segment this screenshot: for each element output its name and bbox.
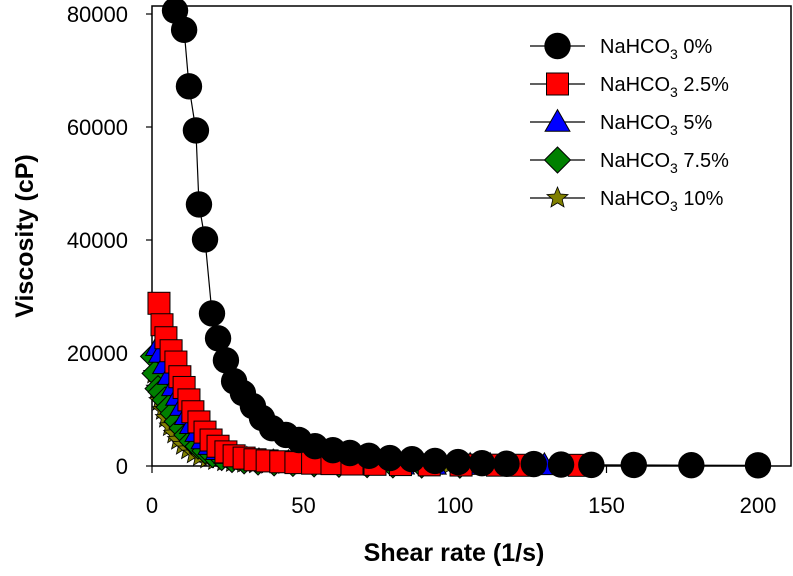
data-point xyxy=(547,451,575,478)
legend-marker-square-icon xyxy=(546,72,569,96)
legend-item-nahco3-10-: NaHCO3 10% xyxy=(530,185,724,214)
data-point xyxy=(170,16,198,44)
data-point xyxy=(678,451,705,479)
legend-item-nahco3-5-: NaHCO3 5% xyxy=(530,108,712,138)
y-tick-label: 80000 xyxy=(67,2,128,27)
legend: NaHCO3 0% NaHCO3 2.5% NaHCO3 5% NaHCO3 7.5%… xyxy=(530,32,729,214)
x-tick-label: 200 xyxy=(740,493,777,518)
legend-label: NaHCO3 10% xyxy=(600,188,724,214)
x-tick-label: 50 xyxy=(291,493,315,518)
data-point xyxy=(185,191,213,218)
data-point xyxy=(191,226,219,253)
series-nahco3-0- xyxy=(161,0,772,479)
x-axis-ticks: 0 50 100 150 200 xyxy=(146,466,776,518)
data-point xyxy=(204,325,232,352)
legend-label: NaHCO3 0% xyxy=(600,36,712,62)
data-point xyxy=(355,442,383,470)
legend-label: NaHCO3 7.5% xyxy=(600,150,729,176)
y-tick-label: 20000 xyxy=(67,341,128,366)
y-axis-ticks: 0 20000 40000 60000 80000 xyxy=(67,2,152,479)
legend-label: NaHCO3 5% xyxy=(600,112,712,138)
data-point xyxy=(493,450,520,477)
y-tick-label: 0 xyxy=(116,454,128,479)
y-axis-title: Viscosity (cP) xyxy=(11,154,39,318)
x-tick-label: 100 xyxy=(437,493,474,518)
data-point xyxy=(468,449,496,477)
data-point xyxy=(182,117,210,144)
data-point xyxy=(198,300,226,327)
y-tick-label: 60000 xyxy=(67,115,128,140)
legend-marker-circle-icon xyxy=(544,32,571,60)
data-point xyxy=(520,450,547,478)
series-points xyxy=(139,0,772,479)
data-point xyxy=(421,447,449,475)
legend-marker-star-icon xyxy=(545,185,570,208)
x-tick-label: 0 xyxy=(146,493,158,518)
data-point xyxy=(212,347,240,374)
data-point xyxy=(175,73,203,100)
x-axis-title: Shear rate (1/s) xyxy=(364,539,545,567)
legend-item-nahco3-2-5-: NaHCO3 2.5% xyxy=(530,72,729,100)
data-point xyxy=(398,446,426,473)
data-point xyxy=(578,451,605,479)
legend-label: NaHCO3 2.5% xyxy=(600,74,729,100)
data-point xyxy=(147,291,171,315)
y-tick-label: 40000 xyxy=(67,228,128,253)
data-point xyxy=(744,452,772,479)
legend-marker-triangle-icon xyxy=(544,108,571,132)
legend-item-nahco3-0-: NaHCO3 0% xyxy=(530,32,712,62)
data-point xyxy=(376,444,404,472)
legend-item-nahco3-7-5-: NaHCO3 7.5% xyxy=(530,146,729,176)
data-point xyxy=(444,448,472,476)
legend-marker-diamond-icon xyxy=(543,146,572,174)
data-point xyxy=(620,451,647,479)
x-tick-label: 150 xyxy=(588,493,625,518)
